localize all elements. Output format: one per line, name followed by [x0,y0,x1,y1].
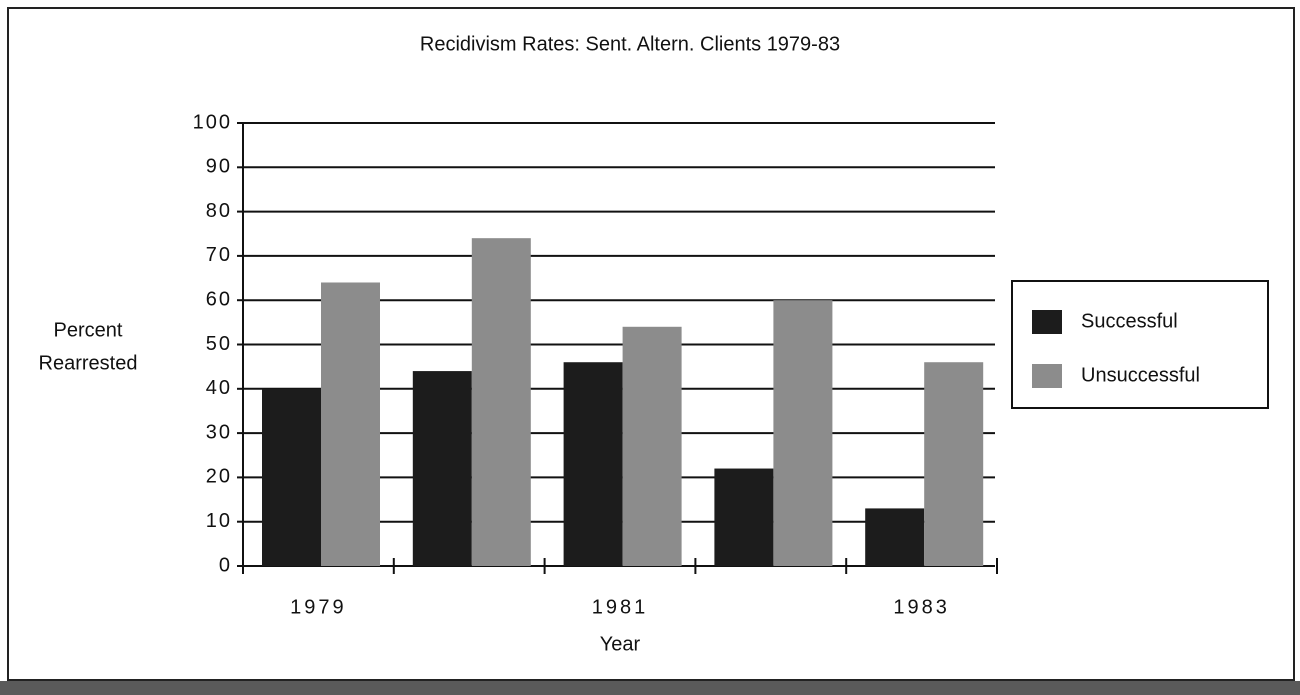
bar [714,468,774,566]
y-tick-label: 30 [206,421,232,443]
legend-label: Successful [1081,310,1178,332]
frame [7,7,1295,681]
scan-edge [0,681,1300,695]
bar [412,371,472,566]
bar [924,362,984,566]
y-tick-label: 40 [206,377,232,399]
bar [262,388,321,566]
legend-swatch [1032,310,1062,334]
x-tick-label: 1981 [592,596,649,618]
y-axis-label: Rearrested [39,352,138,374]
y-tick-label: 20 [206,466,232,488]
x-axis-label: Year [600,633,641,655]
y-tick-label: 10 [206,510,232,532]
y-tick-label: 100 [193,111,232,133]
bar [622,326,682,566]
legend-swatch [1032,364,1062,388]
chart-title: Recidivism Rates: Sent. Altern. Clients … [420,33,840,55]
y-tick-label: 90 [206,156,232,178]
x-tick-label: 1983 [893,596,950,618]
legend-box [1011,280,1269,409]
bar [563,362,623,566]
legend-label: Unsuccessful [1081,364,1200,386]
y-tick-label: 50 [206,333,232,355]
y-tick-label: 80 [206,200,232,222]
y-tick-label: 60 [206,288,232,310]
bar [471,238,531,566]
bar [865,508,925,566]
y-tick-label: 70 [206,244,232,266]
x-tick-label: 1979 [290,596,347,618]
y-axis-label: Percent [54,319,123,341]
bar [773,300,833,566]
bar [321,282,380,566]
y-tick-label: 0 [219,554,232,576]
